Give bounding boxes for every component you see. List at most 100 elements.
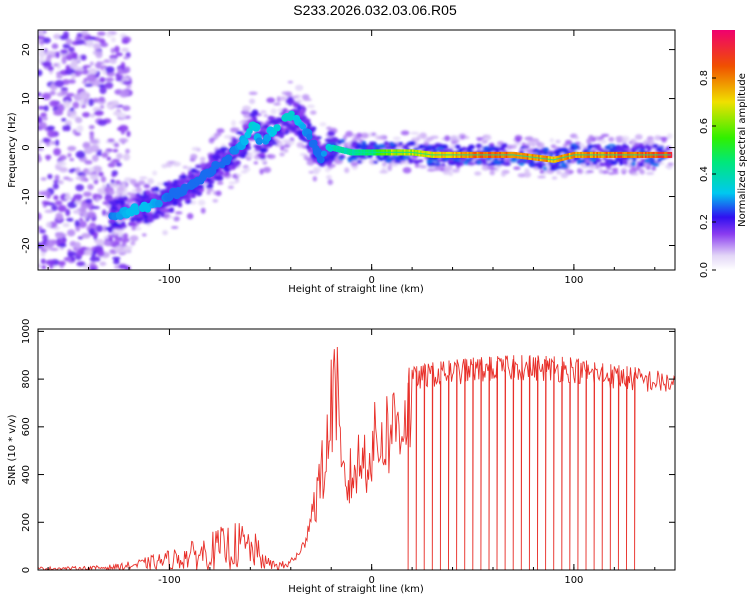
noise-blob [327, 165, 333, 170]
noise-blob [651, 166, 657, 171]
noise-blob [281, 127, 287, 134]
noise-blob [379, 170, 389, 174]
colorbar: 0.0 0.2 0.4 0.6 0.8 Normalized spectral ampl… [699, 30, 748, 278]
noise-blob [481, 139, 488, 144]
noise-blob [51, 43, 59, 50]
noise-blob [233, 127, 241, 131]
y-tick-label: -20 [21, 237, 32, 253]
noise-blob [53, 195, 59, 201]
noise-blob [337, 140, 342, 145]
noise-blob [38, 34, 45, 40]
noise-blob [392, 136, 401, 141]
noise-blob [356, 132, 363, 138]
noise-blob [89, 256, 98, 263]
noise-blob [103, 59, 111, 63]
noise-blob [89, 174, 99, 181]
ridge-blob [320, 150, 328, 157]
noise-blob [177, 178, 185, 185]
noise-blob [648, 139, 655, 145]
noise-blob [103, 235, 109, 240]
noise-blob [242, 105, 252, 112]
noise-blob [489, 169, 495, 176]
noise-blob [470, 146, 475, 150]
noise-blob [555, 139, 561, 144]
noise-blob [129, 236, 138, 240]
noise-blob [109, 58, 117, 64]
noise-blob [532, 148, 537, 153]
noise-blob [57, 260, 66, 267]
noise-blob [592, 144, 598, 149]
noise-blob [71, 72, 76, 80]
noise-blob [40, 258, 46, 265]
noise-blob [194, 187, 201, 192]
noise-blob [259, 147, 268, 153]
noise-blob [259, 155, 266, 160]
noise-blob [326, 126, 332, 130]
noise-blob [112, 231, 118, 236]
noise-blob [523, 145, 530, 149]
noise-blob [248, 137, 254, 141]
noise-blob [506, 144, 513, 150]
noise-blob [486, 163, 494, 166]
colorbar-gradient [712, 30, 735, 270]
noise-blob [353, 136, 359, 141]
noise-blob [398, 142, 404, 145]
noise-blob [55, 51, 60, 59]
noise-blob [523, 171, 532, 178]
noise-blob [38, 116, 43, 124]
noise-blob [619, 160, 624, 166]
noise-blob [417, 164, 424, 167]
noise-blob [339, 154, 345, 159]
noise-blob [596, 147, 604, 152]
noise-blob [248, 98, 256, 105]
x-tick-label: 0 [368, 275, 374, 286]
noise-blob [205, 183, 214, 189]
noise-blob [87, 184, 94, 191]
noise-blob [74, 220, 80, 228]
noise-blob [80, 54, 87, 61]
noise-blob [644, 158, 651, 164]
noise-blob [260, 127, 267, 132]
noise-blob [193, 173, 200, 177]
noise-blob [310, 110, 317, 115]
ridge-blob [310, 139, 318, 147]
noise-blob [137, 179, 146, 186]
noise-blob [497, 147, 505, 152]
ridge-blob [155, 199, 163, 208]
noise-blob [61, 56, 67, 65]
noise-blob [120, 224, 127, 229]
noise-blob [121, 238, 127, 245]
noise-blob [260, 110, 267, 114]
noise-blob [216, 128, 225, 134]
noise-blob [160, 207, 169, 213]
noise-blob [657, 157, 665, 161]
noise-blob [117, 112, 127, 119]
noise-blob [47, 173, 53, 180]
noise-blob [52, 182, 59, 190]
noise-blob [114, 45, 120, 53]
noise-blob [410, 131, 420, 135]
noise-blob [110, 37, 116, 43]
noise-blob [447, 159, 455, 163]
noise-blob [92, 193, 98, 201]
noise-blob [312, 166, 322, 173]
y-tick-label: 10 [21, 92, 32, 105]
noise-blob [604, 162, 613, 167]
noise-blob [70, 60, 78, 68]
noise-blob [104, 81, 114, 89]
noise-blob [377, 156, 385, 162]
noise-blob [447, 148, 454, 152]
noise-blob [631, 145, 638, 150]
noise-blob [564, 139, 573, 145]
noise-blob [113, 142, 120, 148]
noise-blob [255, 144, 263, 149]
noise-blob [80, 202, 88, 211]
noise-blob [281, 91, 291, 95]
noise-blob [263, 114, 269, 118]
noise-blob [38, 143, 42, 147]
noise-blob [49, 247, 59, 252]
noise-blob [242, 150, 248, 156]
noise-blob [78, 220, 87, 228]
y-tick-label: 400 [21, 465, 32, 484]
